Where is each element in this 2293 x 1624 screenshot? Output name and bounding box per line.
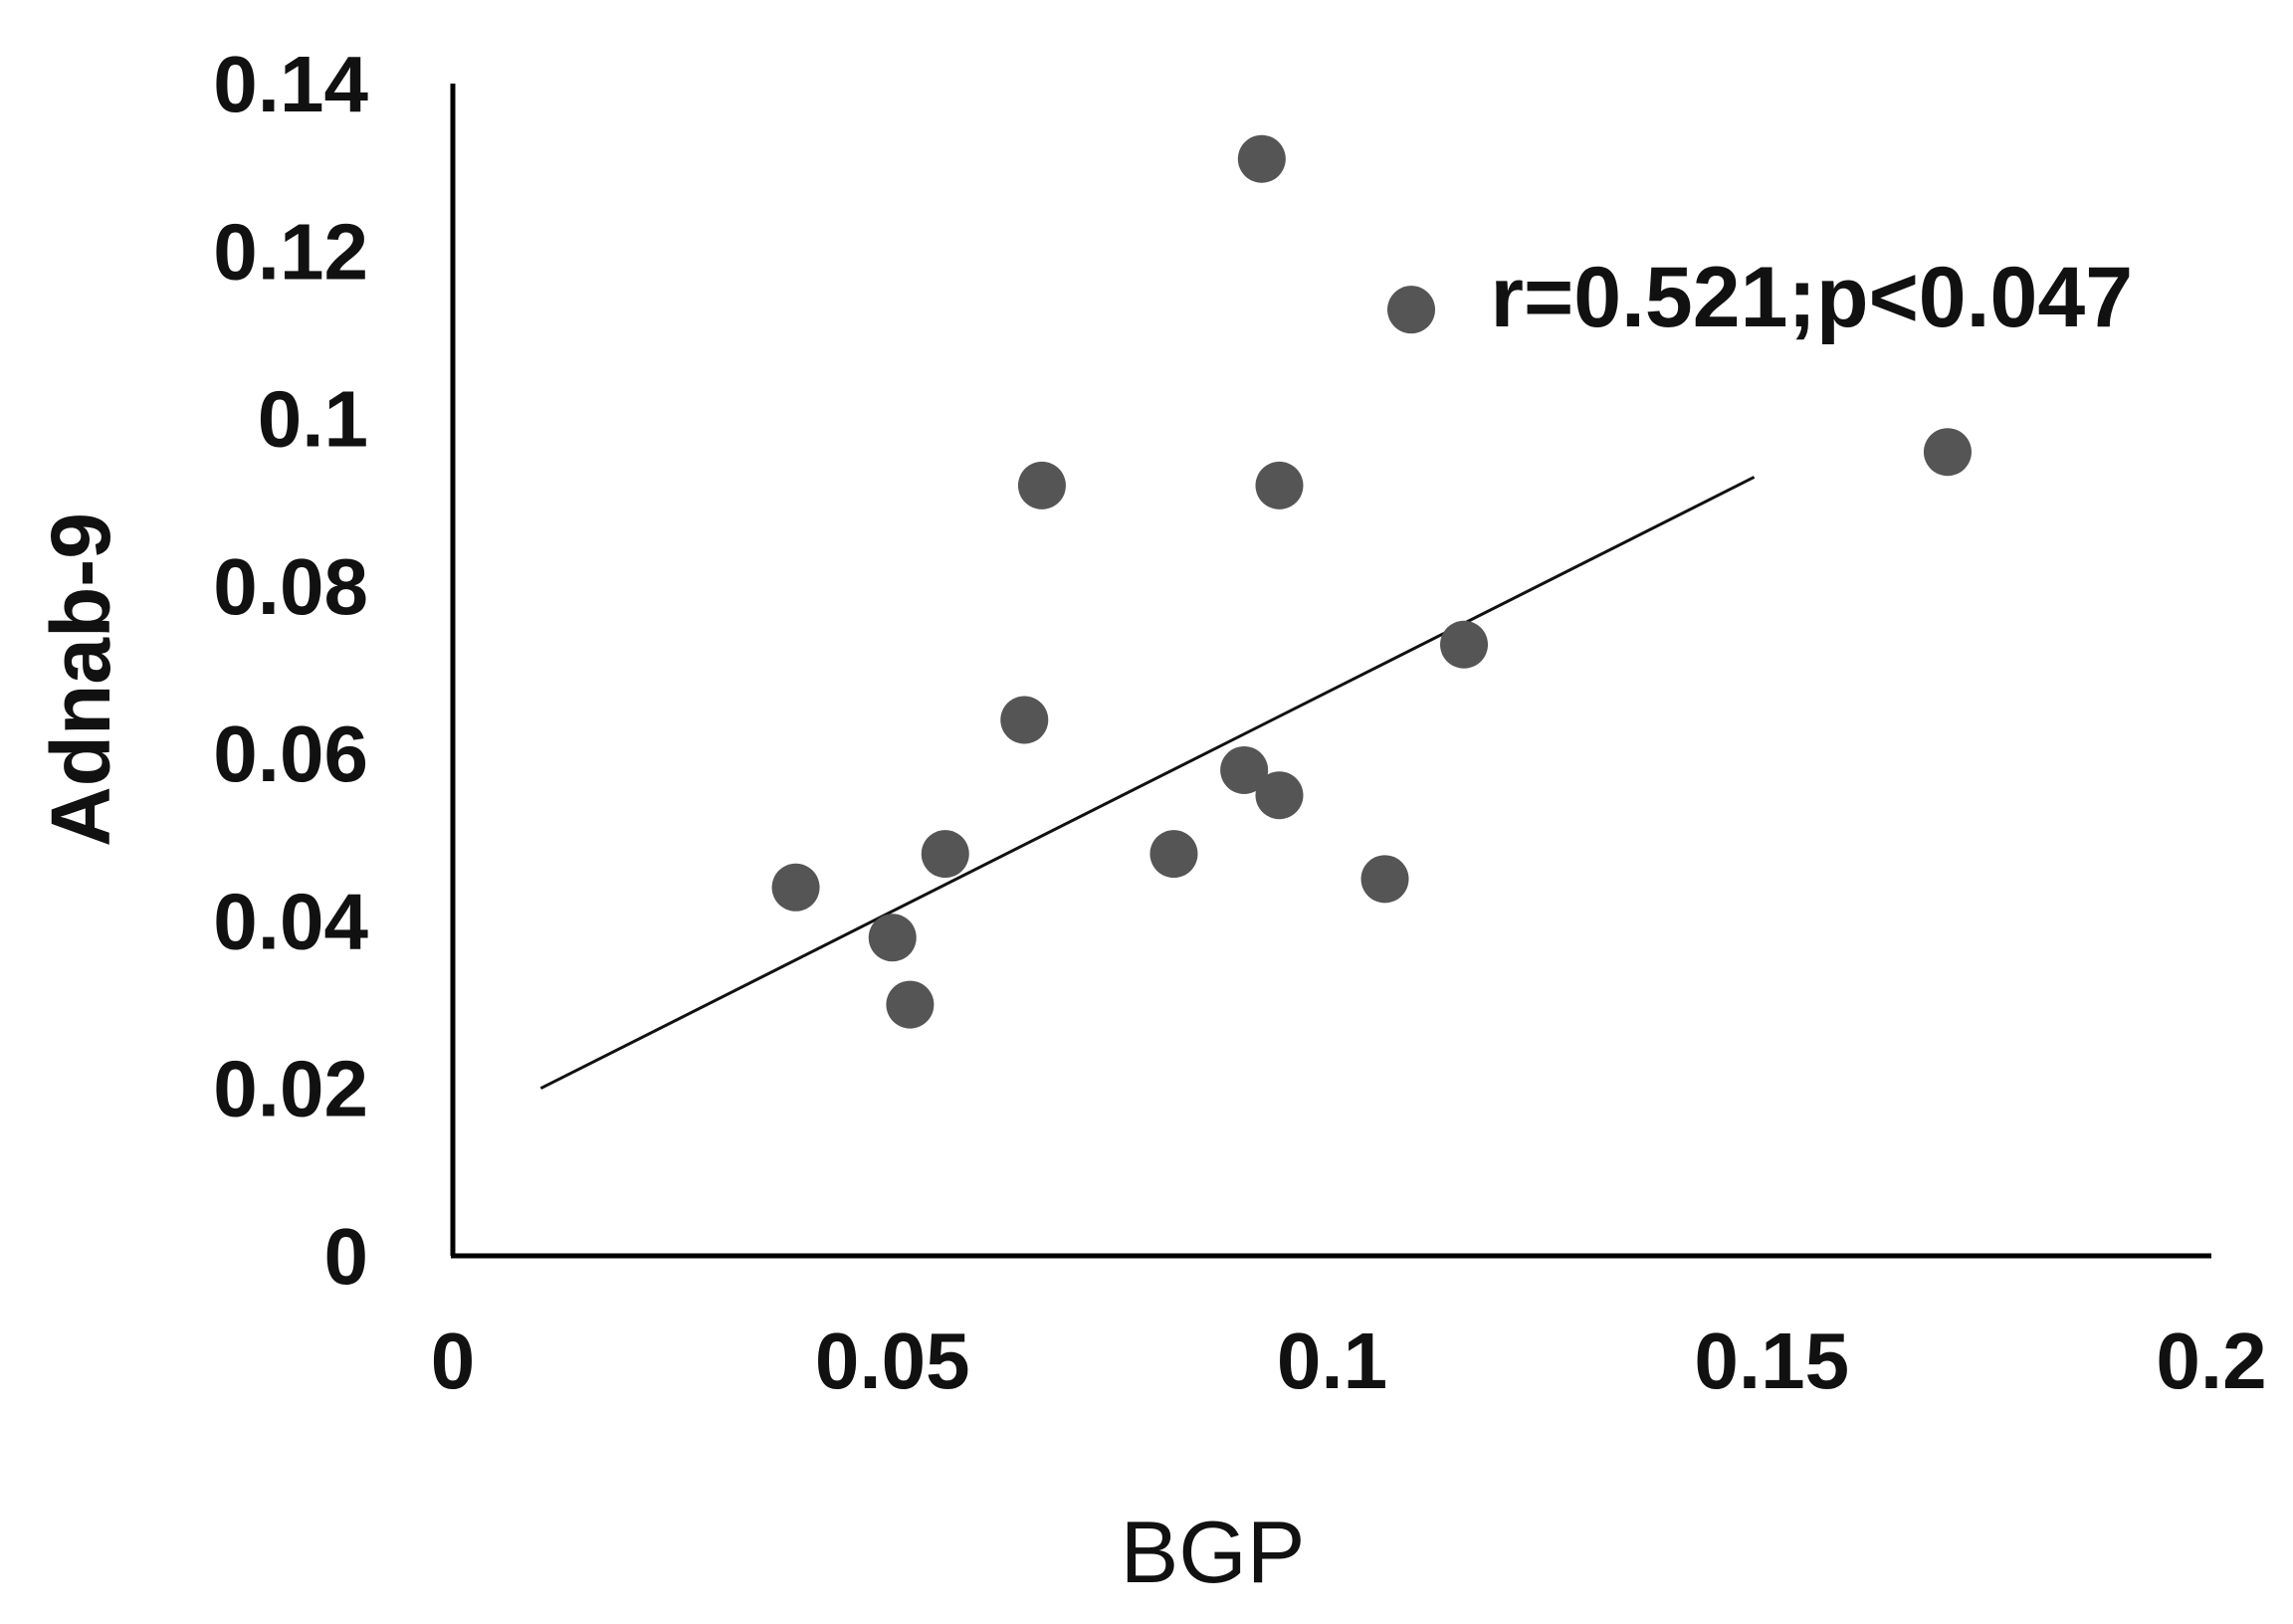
data-points: [771, 134, 1972, 1029]
x-tick-label: 0.05: [815, 1317, 970, 1405]
data-point: [771, 863, 820, 912]
trendline: [539, 476, 1756, 1091]
y-axis-title: Adnab-9: [34, 512, 127, 847]
y-tick-label: 0.08: [213, 542, 368, 631]
data-point: [1923, 428, 1972, 477]
correlation-annotation: r=0.521;p<0.047: [1491, 250, 2134, 345]
data-point: [1149, 830, 1198, 879]
y-tick-label: 0.02: [213, 1045, 368, 1133]
x-tick-label: 0: [431, 1317, 476, 1405]
y-tick-label: 0.06: [213, 710, 368, 798]
data-point: [1237, 134, 1286, 183]
x-tick-label: 0.15: [1694, 1317, 1849, 1405]
y-tick-label: 0.1: [258, 375, 368, 464]
x-tick-label: 0.2: [2156, 1317, 2266, 1405]
data-point: [921, 830, 969, 879]
x-axis-title: BGP: [1121, 1503, 1306, 1601]
y-tick-label: 0.14: [213, 40, 368, 128]
y-tick-label: 0: [324, 1212, 369, 1301]
data-point: [1387, 286, 1436, 334]
data-point: [868, 914, 917, 962]
x-tick-labels: 0 0.05 0.1 0.15 0.2: [431, 1317, 2267, 1405]
y-tick-label: 0.04: [213, 877, 368, 965]
data-point: [1000, 696, 1049, 744]
y-tick-label: 0.12: [213, 207, 368, 296]
data-point: [1255, 771, 1304, 820]
data-point: [1255, 461, 1304, 509]
data-point: [1360, 855, 1409, 904]
y-tick-labels: 0 0.02 0.04 0.06 0.08 0.1 0.12 0.14: [213, 40, 368, 1301]
data-point: [1440, 620, 1489, 669]
x-tick-label: 0.1: [1277, 1317, 1387, 1405]
data-point: [886, 980, 935, 1029]
data-point: [1017, 461, 1066, 509]
data-point: [1220, 745, 1269, 794]
